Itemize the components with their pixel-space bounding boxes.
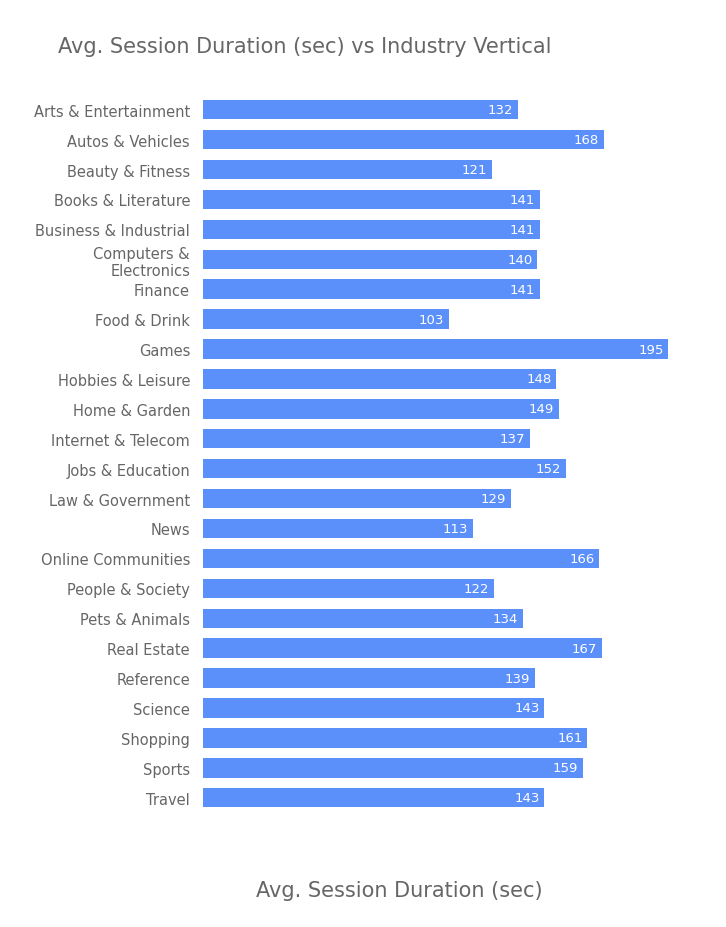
Bar: [203, 668, 535, 688]
Text: 129: 129: [481, 492, 506, 505]
Text: 195: 195: [638, 343, 664, 356]
Bar: [203, 639, 602, 658]
Bar: [203, 160, 492, 180]
Bar: [203, 519, 473, 539]
Text: 113: 113: [443, 523, 468, 536]
Bar: [203, 131, 604, 150]
Text: 132: 132: [488, 104, 513, 117]
Bar: [203, 698, 544, 717]
Text: 159: 159: [552, 761, 578, 774]
Bar: [203, 101, 518, 121]
Bar: [203, 191, 539, 210]
Text: Avg. Session Duration (sec): Avg. Session Duration (sec): [256, 880, 542, 900]
Text: 161: 161: [557, 731, 582, 744]
Bar: [203, 340, 669, 360]
Text: 166: 166: [569, 552, 595, 565]
Bar: [203, 460, 566, 479]
Text: 141: 141: [510, 223, 535, 236]
Text: 103: 103: [419, 313, 444, 326]
Text: Avg. Session Duration (sec) vs Industry Vertical: Avg. Session Duration (sec) vs Industry …: [58, 37, 552, 57]
Bar: [203, 729, 587, 748]
Bar: [203, 579, 494, 599]
Text: 134: 134: [493, 612, 518, 625]
Bar: [203, 549, 599, 568]
Bar: [203, 370, 556, 389]
Bar: [203, 489, 511, 509]
Text: 143: 143: [514, 792, 539, 805]
Text: 141: 141: [510, 284, 535, 297]
Text: 137: 137: [499, 433, 526, 446]
Bar: [203, 221, 539, 240]
Text: 148: 148: [526, 373, 552, 386]
Bar: [203, 758, 582, 778]
Bar: [203, 400, 559, 419]
Text: 168: 168: [574, 134, 599, 147]
Text: 122: 122: [464, 582, 489, 595]
Bar: [203, 250, 537, 270]
Text: 143: 143: [514, 702, 539, 715]
Bar: [203, 788, 544, 807]
Text: 141: 141: [510, 194, 535, 207]
Text: 139: 139: [505, 672, 530, 685]
Text: 167: 167: [571, 641, 597, 655]
Text: 152: 152: [536, 463, 561, 476]
Bar: [203, 429, 530, 449]
Text: 140: 140: [507, 253, 532, 267]
Bar: [203, 310, 449, 329]
Bar: [203, 280, 539, 299]
Text: 149: 149: [529, 403, 554, 416]
Text: 121: 121: [462, 164, 487, 177]
Bar: [203, 609, 523, 629]
